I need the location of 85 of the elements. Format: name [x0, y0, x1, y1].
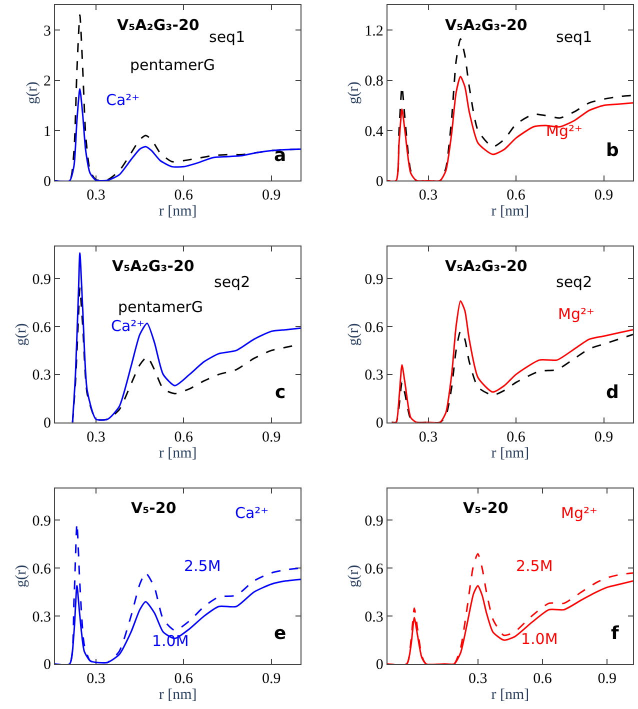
line-series: [55, 88, 301, 181]
y-axis-title: g(r): [346, 323, 362, 346]
series-label: Mg²⁺: [546, 122, 582, 140]
series-label: Ca²⁺: [106, 91, 140, 109]
annotation: Mg²⁺: [561, 504, 598, 522]
series-label: 2.5M: [516, 557, 553, 575]
y-tick-label: 0.3: [32, 368, 51, 384]
y-tick-label: 0.6: [32, 561, 52, 578]
series-label: Mg²⁺: [558, 305, 594, 323]
annotation: seq1: [209, 28, 246, 46]
y-tick-label: 0.9: [364, 272, 384, 288]
y-tick-label: 0.6: [364, 320, 384, 336]
y-tick-label: 3: [44, 23, 51, 40]
text: V₅A₂G₃-20: [445, 16, 528, 34]
x-axis-title: r [nm]: [491, 687, 530, 703]
y-tick-label: 2: [44, 74, 51, 90]
y-tick-label: 0.3: [32, 609, 51, 626]
x-tick-label: 0.9: [594, 188, 614, 204]
y-tick-label: 0: [44, 657, 51, 674]
x-tick-label: 0.6: [506, 188, 526, 204]
x-tick-label: 0.9: [262, 188, 281, 204]
text: V₅-20: [463, 499, 508, 517]
y-tick-label: 0.3: [364, 609, 384, 626]
y-tick-label: 0: [376, 416, 384, 432]
annotation: d: [606, 382, 619, 403]
x-tick-label: 0.3: [418, 188, 438, 204]
series-label: 1.0M: [521, 630, 558, 648]
x-axis-title: r [nm]: [158, 687, 197, 703]
text: V₅A₂G₃-20: [117, 16, 200, 34]
series-label: Ca²⁺: [111, 317, 145, 335]
x-axis-title: r [nm]: [158, 204, 197, 220]
x-tick-label: 0.6: [174, 429, 194, 446]
x-axis-title: r [nm]: [158, 445, 197, 462]
y-tick-label: 0.9: [364, 513, 384, 530]
text: V₅A₂G₃-20: [112, 257, 194, 275]
y-tick-label: 0.3: [364, 368, 384, 384]
x-tick-label: 0.9: [598, 671, 617, 687]
text: V₅A₂G₃-20: [445, 257, 528, 275]
y-axis-title: g(r): [346, 82, 362, 104]
y-axis-title: g(r): [14, 564, 30, 588]
x-tick-label: 0.3: [86, 671, 106, 687]
x-axis-title: r [nm]: [491, 445, 530, 462]
annotation: seq2: [556, 273, 592, 291]
text: V₅-20: [131, 499, 176, 517]
y-tick-label: 1.2: [364, 23, 384, 40]
y-tick-label: 0: [44, 416, 51, 432]
y-tick-label: 1: [44, 124, 51, 140]
line-series: [390, 300, 633, 422]
y-tick-label: 0.8: [364, 74, 384, 90]
y-axis-title: g(r): [346, 564, 362, 588]
x-tick-label: 0.6: [506, 429, 526, 446]
x-tick-label: 0.3: [86, 429, 106, 446]
annotation: f: [611, 623, 619, 644]
x-tick-label: 0.3: [468, 671, 488, 687]
x-tick-label: 0.9: [594, 429, 614, 446]
annotation: b: [606, 140, 619, 161]
y-axis-title: g(r): [24, 82, 41, 104]
text: pentamerG: [118, 298, 203, 316]
annotation: c: [275, 382, 286, 403]
x-tick-label: 0.6: [174, 188, 194, 204]
x-tick-label: 0.3: [418, 429, 438, 446]
annotation: seq1: [556, 28, 592, 46]
y-tick-label: 0.6: [32, 320, 52, 336]
x-axis-title: r [nm]: [491, 204, 530, 220]
series-label: 2.5M: [184, 557, 221, 575]
x-tick-label: 0.9: [262, 429, 281, 446]
line-series: [387, 76, 633, 181]
line-series: [72, 252, 301, 422]
y-tick-label: 0.6: [364, 561, 384, 578]
annotation: seq2: [214, 273, 250, 291]
y-tick-label: 0.9: [32, 513, 51, 530]
annotation: a: [274, 145, 286, 166]
text: pentamerG: [130, 56, 215, 74]
y-tick-label: 0: [44, 174, 51, 190]
y-tick-label: 0: [376, 657, 384, 674]
y-axis-title: g(r): [14, 323, 30, 346]
x-tick-label: 0.3: [86, 188, 106, 204]
x-tick-label: 0.6: [533, 671, 552, 687]
x-tick-label: 0.6: [174, 671, 194, 687]
y-tick-label: 0: [376, 174, 384, 190]
y-tick-label: 0.9: [32, 272, 51, 288]
annotation: e: [274, 623, 286, 644]
x-tick-label: 0.9: [262, 671, 281, 687]
annotation: Ca²⁺: [235, 504, 269, 522]
y-tick-label: 0.4: [364, 124, 384, 140]
